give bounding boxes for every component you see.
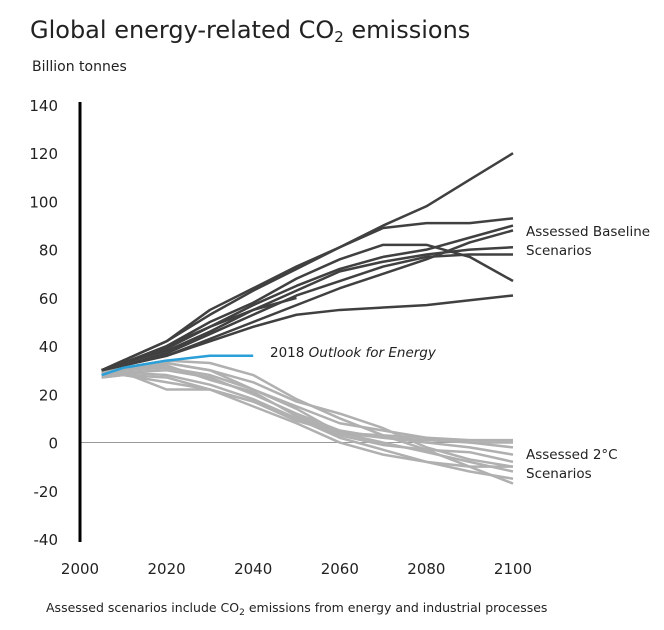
x-tick-label: 2020 bbox=[148, 560, 186, 578]
y-tick-label: 80 bbox=[39, 242, 58, 260]
y-tick-label: 60 bbox=[39, 290, 58, 308]
outlook-label: 2018 Outlook for Energy bbox=[270, 345, 437, 361]
x-tick-label: 2080 bbox=[407, 560, 445, 578]
baseline-scenario-line bbox=[101, 253, 513, 372]
baseline-scenario-line bbox=[101, 224, 514, 372]
y-axis-label: Billion tonnes bbox=[32, 59, 127, 75]
baseline-scenario-line bbox=[101, 296, 297, 372]
y-tick-label: 100 bbox=[29, 193, 58, 211]
baseline-scenario-line bbox=[101, 152, 514, 372]
x-tick-label: 2040 bbox=[234, 560, 272, 578]
y-tick-label: 140 bbox=[29, 97, 58, 115]
x-tick-label: 2100 bbox=[494, 560, 532, 578]
chart-title: Global energy-related CO2 emissions bbox=[30, 16, 470, 46]
twoc-scenario-line bbox=[101, 371, 513, 444]
twoc-scenario-line bbox=[101, 368, 514, 456]
y-tick-label: -40 bbox=[34, 531, 59, 549]
x-tick-label: 2000 bbox=[61, 560, 99, 578]
baseline-scenario-line bbox=[101, 217, 514, 372]
twoc-scenario-line bbox=[101, 364, 514, 449]
twoc-label: Assessed 2°C Scenarios bbox=[526, 447, 618, 482]
baseline-scenario-line bbox=[101, 294, 514, 372]
twoc-scenario-line bbox=[101, 366, 514, 473]
twoc-scenario-line bbox=[101, 373, 514, 480]
twoc-scenario-line bbox=[101, 373, 513, 468]
y-tick-label: 20 bbox=[39, 386, 58, 404]
baseline-label: Assessed Baseline Scenarios bbox=[526, 224, 650, 259]
footnote: Assessed scenarios include CO2 emissions… bbox=[46, 600, 547, 618]
y-tick-label: -20 bbox=[34, 483, 59, 501]
y-tick-label: 40 bbox=[39, 338, 58, 356]
y-tick-label: 0 bbox=[48, 435, 58, 453]
outlook-line bbox=[101, 354, 254, 377]
y-tick-label: 120 bbox=[29, 145, 58, 163]
x-tick-label: 2060 bbox=[321, 560, 359, 578]
